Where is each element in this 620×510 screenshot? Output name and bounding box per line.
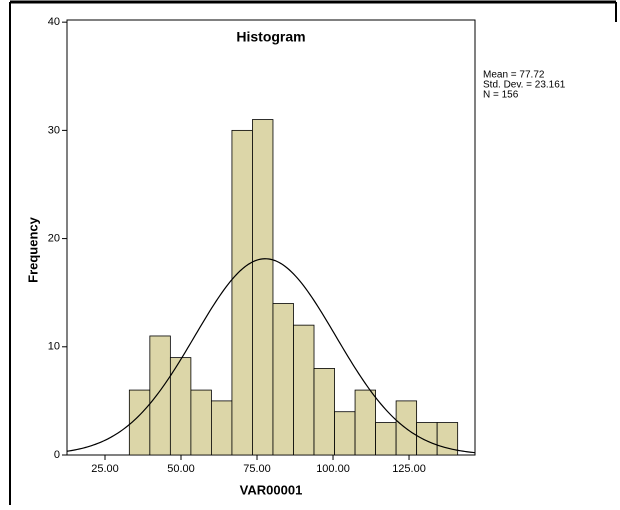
y-tick-label: 20: [48, 232, 60, 244]
x-tick-label: 50.00: [167, 463, 195, 475]
bar: [375, 422, 397, 456]
bar: [190, 389, 212, 456]
x-tick-label: 75.00: [243, 463, 271, 475]
bar: [334, 411, 356, 456]
y-tick-label: 30: [48, 124, 60, 136]
bar: [272, 303, 294, 456]
y-axis-label: Frequency: [25, 216, 40, 283]
chart-title: Histogram: [236, 29, 305, 45]
x-tick-label: 125.00: [392, 463, 426, 475]
x-tick-label: 100.00: [316, 463, 350, 475]
stat-label: Mean = 77.72: [483, 70, 545, 81]
x-tick-label: 25.00: [91, 463, 119, 475]
bar: [416, 422, 438, 456]
y-tick-label: 40: [48, 16, 60, 28]
stat-label: Std. Dev. = 23.161: [483, 80, 566, 91]
normal-curve: [66, 258, 476, 454]
stat-label: N = 156: [483, 90, 519, 101]
bar: [313, 368, 335, 456]
bar: [211, 400, 233, 456]
bar: [354, 389, 376, 456]
y-tick-label: 10: [48, 341, 60, 353]
x-axis-label: VAR00001: [240, 482, 303, 497]
y-tick-label: 0: [54, 449, 60, 461]
bar: [293, 324, 315, 456]
bar: [252, 119, 274, 456]
bar: [231, 129, 253, 456]
bar: [149, 335, 171, 456]
